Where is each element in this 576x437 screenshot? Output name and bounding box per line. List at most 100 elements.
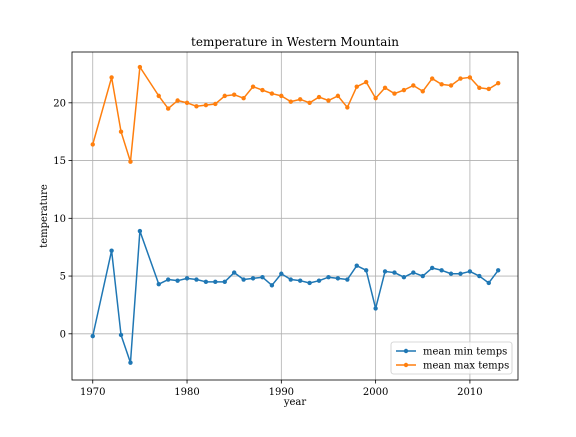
series-1-point (411, 270, 416, 275)
legend-box (390, 341, 513, 375)
series-1-point (203, 279, 209, 285)
series-1-point (175, 278, 180, 283)
legend-marker-2 (403, 362, 409, 368)
y-tick-label: 5 (60, 272, 66, 283)
x-tick-label: 1990 (269, 387, 294, 398)
series-1-point (345, 277, 350, 282)
series-1-point (486, 280, 491, 286)
series-2-point (477, 85, 482, 91)
series-1-point (307, 280, 312, 286)
axes-frame (71, 51, 519, 381)
series-2-point (335, 93, 341, 99)
series-2-point (363, 79, 369, 85)
series-1-point (269, 283, 275, 288)
series-2-point (137, 64, 143, 70)
series-2-point (486, 86, 491, 92)
y-tick-label: 20 (53, 98, 66, 109)
series-1-point (231, 270, 237, 275)
series-1-point (137, 228, 143, 234)
legend-label-2: mean max temps (423, 361, 509, 372)
series-2-point (203, 102, 209, 108)
series-2-point (373, 95, 378, 101)
series-1-point (477, 273, 482, 279)
chart-title: temperature in Western Mountain (191, 35, 399, 49)
series-1-point (279, 271, 284, 276)
series-2-point (382, 85, 388, 91)
series-2-point (175, 98, 180, 103)
series-1-point (250, 276, 256, 281)
series-2-point (307, 100, 312, 106)
y-tick-label: 15 (53, 156, 66, 167)
series-1-point (401, 275, 407, 280)
series-2-point (213, 101, 218, 107)
series-2-point (467, 75, 473, 80)
series-2-point (297, 97, 303, 102)
series-2-point (194, 104, 199, 109)
series-2-point (458, 76, 463, 81)
series-1-point (439, 268, 444, 273)
series-1-point (458, 271, 463, 276)
series-2-point (345, 105, 350, 110)
series-1-point (373, 306, 378, 311)
series-1-point (194, 277, 199, 282)
series-2-point (118, 129, 124, 134)
x-tick-label: 2010 (457, 387, 482, 398)
series-1-point (213, 279, 218, 285)
series-2-point (439, 82, 444, 87)
series-1-point (429, 265, 435, 271)
series-2-point (316, 94, 322, 100)
series-1-point (109, 248, 114, 253)
series-1-point (420, 273, 425, 279)
series-1-point (165, 277, 171, 282)
series-2-point (222, 93, 227, 99)
y-tick-label: 10 (53, 214, 66, 225)
series-2-point (165, 106, 171, 111)
series-2-point (411, 83, 416, 88)
series-1-point (335, 276, 341, 281)
series-2-point (109, 75, 114, 80)
series-2-point (392, 91, 397, 96)
series-2-point (288, 99, 293, 104)
series-1-point (90, 333, 95, 339)
series-2-point (401, 87, 407, 93)
series-2-point (241, 95, 246, 101)
series-2-point (156, 93, 161, 99)
series-2-point (448, 83, 454, 88)
series-2-point (495, 80, 501, 86)
x-tick-label: 2000 (363, 387, 388, 398)
series-1-point (297, 278, 303, 283)
series-2-point (128, 159, 133, 164)
x-tick-label: 1970 (80, 387, 105, 398)
y-tick-label: 0 (60, 329, 66, 340)
x-tick-label: 1980 (174, 387, 199, 398)
y-axis-title: temperature (39, 184, 50, 248)
series-1-point (467, 269, 473, 274)
series-2-point (90, 142, 95, 147)
series-2-point (279, 93, 284, 99)
series-1-point (495, 268, 501, 273)
series-1-point (382, 269, 388, 274)
series-1-point (156, 281, 161, 287)
series-1-point (260, 275, 265, 280)
series-layer (90, 64, 501, 365)
series-2-point (420, 89, 425, 94)
series-2-point (231, 92, 237, 97)
grid (72, 52, 518, 380)
series-1-point (288, 277, 293, 282)
series-2-point (326, 98, 331, 103)
legend: mean min temps mean max temps (390, 341, 513, 375)
ticks: 1970 1980 1990 2000 2010 0 5 10 15 20 (53, 98, 482, 398)
series-1-point (222, 279, 227, 285)
legend-marker-1 (403, 348, 409, 354)
series-1-point (354, 263, 359, 268)
series-1-point (316, 278, 322, 283)
series-2-point (260, 87, 265, 93)
series-1-point (241, 277, 246, 282)
series-2-point (250, 84, 256, 89)
series-2-point (269, 91, 275, 96)
series-1-point (118, 332, 124, 338)
series-1-point (392, 270, 397, 275)
series-2-point (429, 76, 435, 81)
